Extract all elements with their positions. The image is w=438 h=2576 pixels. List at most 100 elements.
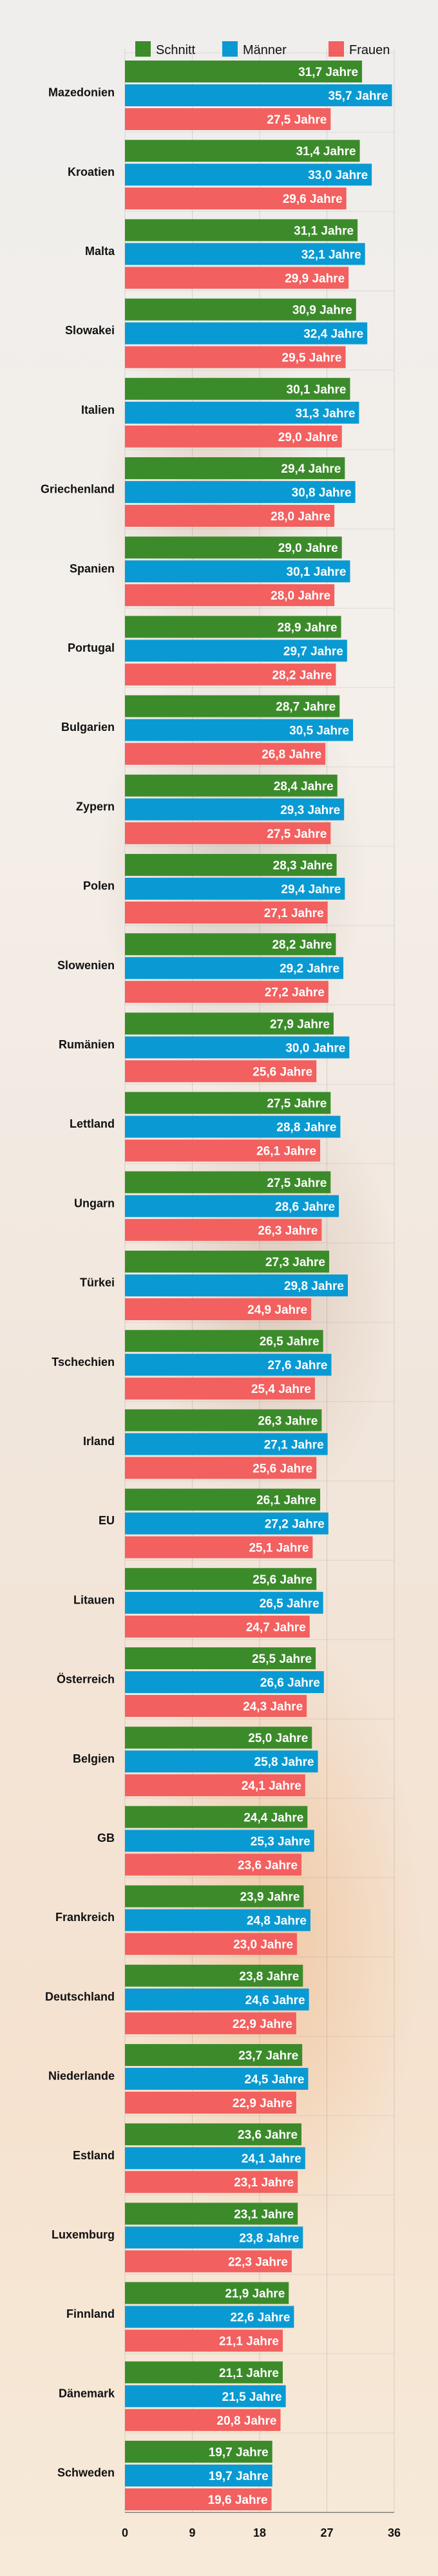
x-tick-label: 0 bbox=[122, 2526, 128, 2539]
bar-schnitt bbox=[125, 2202, 298, 2225]
data-label: 29,8 Jahre bbox=[284, 1280, 344, 1293]
bar-schnitt bbox=[125, 2282, 289, 2304]
category-label: Österreich bbox=[57, 1673, 115, 1686]
data-label: 19,7 Jahre bbox=[209, 2446, 269, 2459]
data-label: 24,1 Jahre bbox=[242, 1779, 301, 1793]
bar-schnitt bbox=[125, 1171, 331, 1193]
data-label: 22,3 Jahre bbox=[228, 2255, 288, 2269]
data-label: 25,6 Jahre bbox=[252, 1462, 312, 1475]
data-label: 24,1 Jahre bbox=[242, 2152, 301, 2166]
data-label: 32,4 Jahre bbox=[303, 328, 363, 341]
bar-männer bbox=[125, 2465, 272, 2486]
data-label: 31,3 Jahre bbox=[295, 407, 355, 421]
category-label: Deutschland bbox=[45, 1990, 115, 2003]
bar-frauen bbox=[125, 1298, 312, 1320]
bar-schnitt bbox=[125, 1885, 304, 1908]
bar-männer bbox=[125, 1433, 328, 1455]
data-label: 27,2 Jahre bbox=[265, 1518, 325, 1531]
bar-frauen bbox=[125, 108, 331, 130]
bar-männer bbox=[125, 2147, 305, 2170]
data-label: 29,7 Jahre bbox=[283, 645, 343, 658]
x-tick-label: 36 bbox=[388, 2526, 401, 2539]
bar-schnitt bbox=[125, 140, 360, 162]
bar-frauen bbox=[125, 1218, 322, 1241]
data-label: 22,9 Jahre bbox=[233, 2018, 292, 2031]
bar-männer bbox=[125, 1909, 310, 1931]
data-label: 22,6 Jahre bbox=[230, 2311, 290, 2325]
bar-frauen bbox=[125, 346, 346, 368]
bar-männer bbox=[125, 2226, 303, 2249]
data-label: 19,6 Jahre bbox=[208, 2494, 268, 2507]
bar-schnitt bbox=[125, 1409, 322, 1432]
legend-swatch-2 bbox=[328, 41, 344, 57]
bar-frauen bbox=[125, 584, 335, 607]
bar-frauen bbox=[125, 1060, 317, 1083]
data-label: 28,2 Jahre bbox=[272, 938, 332, 952]
bar-frauen bbox=[125, 1378, 315, 1400]
bar-schnitt bbox=[125, 774, 338, 797]
data-label: 29,0 Jahre bbox=[278, 431, 338, 444]
bar-frauen bbox=[125, 267, 349, 289]
category-label: Finnland bbox=[66, 2307, 115, 2320]
bar-männer bbox=[125, 401, 359, 424]
bar-schnitt bbox=[125, 61, 363, 82]
data-label: 27,1 Jahre bbox=[264, 1438, 324, 1452]
data-label: 23,1 Jahre bbox=[234, 2176, 294, 2190]
bar-männer bbox=[125, 481, 356, 503]
data-label: 25,1 Jahre bbox=[249, 1542, 309, 1555]
bar-frauen bbox=[125, 2012, 296, 2034]
bar-schnitt bbox=[125, 2044, 303, 2066]
data-label: 23,6 Jahre bbox=[238, 1859, 298, 1872]
bar-männer bbox=[125, 2068, 309, 2090]
data-label: 26,1 Jahre bbox=[256, 1145, 316, 1159]
bar-schnitt bbox=[125, 1251, 329, 1273]
bar-schnitt bbox=[125, 1092, 331, 1114]
data-label: 30,5 Jahre bbox=[289, 724, 349, 738]
data-label: 26,1 Jahre bbox=[256, 1494, 316, 1508]
bar-frauen bbox=[125, 505, 335, 527]
bar-männer bbox=[125, 639, 347, 662]
data-label: 20,8 Jahre bbox=[217, 2414, 277, 2428]
category-label: Slowakei bbox=[65, 324, 115, 337]
data-label: 32,1 Jahre bbox=[301, 248, 361, 261]
data-label: 23,8 Jahre bbox=[239, 2231, 299, 2245]
bar-frauen bbox=[125, 2092, 296, 2114]
data-label: 24,6 Jahre bbox=[245, 1994, 305, 2007]
data-label: 26,3 Jahre bbox=[258, 1414, 318, 1428]
bar-männer bbox=[125, 957, 344, 980]
bar-frauen bbox=[125, 2250, 292, 2273]
data-label: 25,0 Jahre bbox=[248, 1732, 308, 1745]
data-label: 21,9 Jahre bbox=[225, 2287, 285, 2301]
data-label: 28,8 Jahre bbox=[276, 1121, 336, 1135]
category-label: Griechenland bbox=[41, 483, 115, 496]
data-label: 29,5 Jahre bbox=[282, 352, 342, 365]
category-label: Schweden bbox=[57, 2467, 115, 2479]
bar-männer bbox=[125, 164, 372, 186]
data-label: 33,0 Jahre bbox=[308, 169, 368, 182]
data-label: 23,1 Jahre bbox=[234, 2208, 294, 2221]
bar-frauen bbox=[125, 2409, 281, 2431]
bar-männer bbox=[125, 2385, 286, 2407]
data-label: 28,4 Jahre bbox=[274, 780, 334, 793]
data-label: 29,4 Jahre bbox=[281, 462, 341, 476]
data-label: 25,6 Jahre bbox=[252, 1573, 312, 1587]
data-label: 25,6 Jahre bbox=[252, 1065, 312, 1079]
bar-frauen bbox=[125, 1933, 298, 1955]
bar-frauen bbox=[125, 1615, 310, 1638]
bar-frauen bbox=[125, 743, 326, 765]
bar-frauen bbox=[125, 1457, 317, 1479]
bar-schnitt bbox=[125, 536, 342, 559]
data-label: 27,5 Jahre bbox=[267, 1097, 327, 1111]
data-label: 31,1 Jahre bbox=[294, 224, 354, 238]
bar-schnitt bbox=[125, 2123, 302, 2146]
bar-männer bbox=[125, 1591, 323, 1614]
bar-schnitt bbox=[125, 1567, 317, 1590]
data-label: 29,6 Jahre bbox=[283, 193, 343, 206]
bar-frauen bbox=[125, 822, 331, 844]
bar-frauen bbox=[125, 981, 328, 1003]
category-label: Malta bbox=[85, 245, 115, 258]
bar-männer bbox=[125, 1354, 332, 1376]
data-label: 29,4 Jahre bbox=[281, 883, 341, 896]
